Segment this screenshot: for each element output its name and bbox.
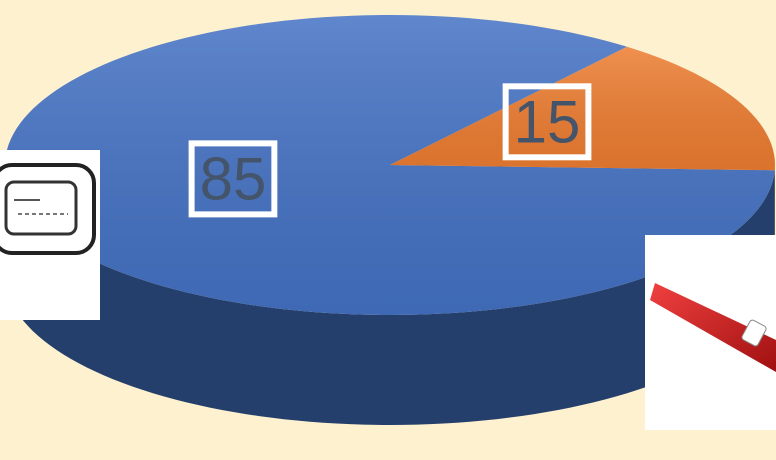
slice-shine bbox=[390, 46, 775, 171]
label-box bbox=[502, 83, 592, 161]
device-icon bbox=[0, 150, 100, 320]
data-label: 15 bbox=[514, 88, 581, 155]
labels: 85 15 bbox=[188, 83, 592, 218]
slice-shine bbox=[5, 15, 775, 315]
pie bbox=[5, 15, 775, 425]
pen-icon bbox=[645, 235, 776, 430]
slice-side bbox=[5, 165, 775, 425]
label-box bbox=[188, 140, 278, 218]
data-label: 85 bbox=[200, 145, 267, 212]
